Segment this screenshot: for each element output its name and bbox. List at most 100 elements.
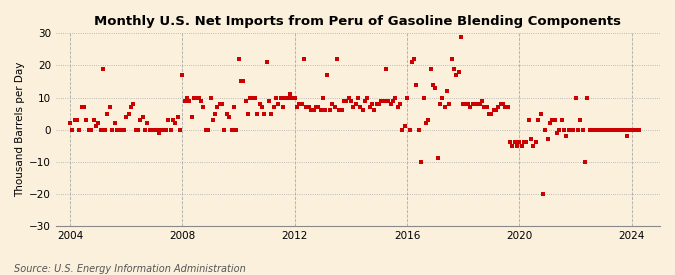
Point [443,102,454,106]
Point [320,108,331,112]
Point [598,127,609,132]
Point [343,95,354,100]
Point [462,102,473,106]
Point [290,95,300,100]
Point [242,111,253,116]
Text: Source: U.S. Energy Information Administration: Source: U.S. Energy Information Administ… [14,264,245,274]
Point [325,108,335,112]
Point [107,127,117,132]
Point [346,98,356,103]
Point [622,134,632,138]
Point [367,102,377,106]
Y-axis label: Thousand Barrels per Day: Thousand Barrels per Day [15,62,25,197]
Point [100,127,111,132]
Point [357,108,368,112]
Point [329,105,340,109]
Point [518,140,529,145]
Point [577,127,588,132]
Point [247,95,258,100]
Point [331,57,342,61]
Point [594,127,605,132]
Point [416,160,427,164]
Point [327,102,338,106]
Point [608,127,618,132]
Point [240,98,251,103]
Point [215,102,225,106]
Point [92,121,103,125]
Point [402,95,412,100]
Point [575,118,586,122]
Point [551,131,562,135]
Point [140,127,151,132]
Point [624,127,635,132]
Point [194,95,205,100]
Point [296,102,307,106]
Point [88,118,99,122]
Point [158,127,169,132]
Point [184,98,195,103]
Point [236,79,246,84]
Point [596,127,607,132]
Point [421,121,431,125]
Point [352,95,363,100]
Point [90,124,101,129]
Point [135,118,146,122]
Point [81,118,92,122]
Point [196,98,207,103]
Point [531,140,541,145]
Point [585,127,595,132]
Point [151,127,162,132]
Point [381,67,392,71]
Point [67,127,78,132]
Point [374,102,385,106]
Point [348,105,359,109]
Point [500,105,511,109]
Point [563,127,574,132]
Point [558,127,569,132]
Point [360,98,371,103]
Point [537,192,548,196]
Point [84,127,95,132]
Point [516,144,527,148]
Point [268,105,279,109]
Point [198,105,209,109]
Point [475,102,485,106]
Point [212,105,223,109]
Point [453,70,464,74]
Point [224,115,235,119]
Point [456,34,466,39]
Point [432,156,443,161]
Point [549,118,560,122]
Point [313,105,323,109]
Point [535,111,546,116]
Point [207,118,218,122]
Point [631,127,642,132]
Point [437,95,448,100]
Point [280,95,291,100]
Point [221,111,232,116]
Point [423,118,433,122]
Point [570,95,581,100]
Point [189,95,200,100]
Point [294,102,305,106]
Point [186,115,197,119]
Point [165,127,176,132]
Point [446,57,457,61]
Point [271,95,281,100]
Point [336,108,347,112]
Point [306,108,317,112]
Point [226,127,237,132]
Point [277,105,288,109]
Point [259,111,270,116]
Point [172,115,183,119]
Point [385,102,396,106]
Point [238,79,248,84]
Point [153,131,164,135]
Point [376,98,387,103]
Point [470,102,481,106]
Point [219,127,230,132]
Point [411,82,422,87]
Point [441,89,452,93]
Point [167,118,178,122]
Point [505,140,516,145]
